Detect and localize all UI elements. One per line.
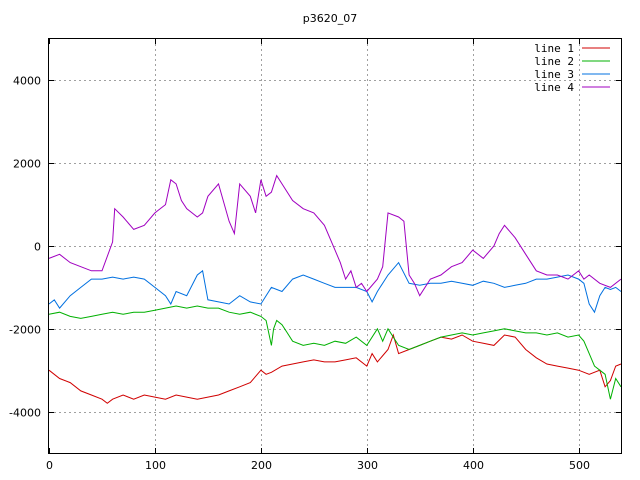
x-tick-label: 300 <box>357 459 378 472</box>
y-tick-label: -4000 <box>9 407 41 420</box>
y-tick-label: 2000 <box>13 158 41 171</box>
x-tick-label: 100 <box>145 459 166 472</box>
y-tick-label: 4000 <box>13 75 41 88</box>
series-line-3 <box>48 261 622 314</box>
y-tick-label: 0 <box>34 241 41 254</box>
y-axis: -4000 -2000 0 2000 4000 <box>9 75 621 420</box>
x-axis: 0 100 200 300 400 500 <box>46 39 590 472</box>
legend-label-4: line 4 <box>534 81 574 94</box>
series-line-4 <box>48 174 622 297</box>
legend-label-3: line 3 <box>534 68 574 81</box>
gridlines <box>49 39 621 453</box>
x-tick-label: 500 <box>569 459 590 472</box>
x-tick-label: 200 <box>251 459 272 472</box>
series-layer <box>48 174 622 404</box>
x-tick-label: 0 <box>46 459 53 472</box>
series-line-2 <box>48 305 622 400</box>
series-line-1 <box>48 333 622 404</box>
legend-label-1: line 1 <box>534 42 574 55</box>
x-tick-label: 400 <box>463 459 484 472</box>
chart-title: p3620_07 <box>303 12 357 25</box>
y-tick-label: -2000 <box>9 324 41 337</box>
legend-label-2: line 2 <box>534 55 574 68</box>
plot-frame <box>48 38 622 454</box>
